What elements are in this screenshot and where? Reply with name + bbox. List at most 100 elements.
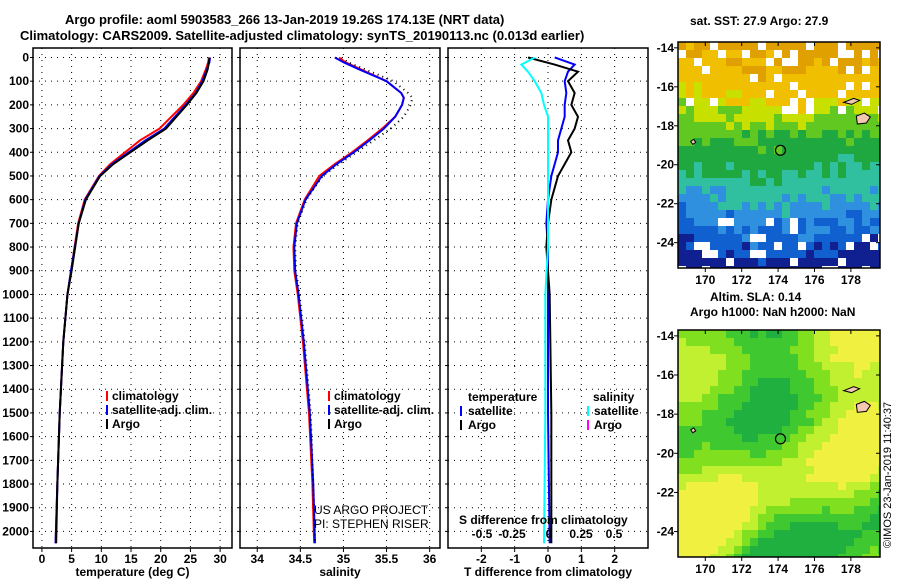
map-cell [838, 378, 846, 386]
map-cell [750, 250, 758, 258]
map-cell [750, 258, 758, 266]
map-cell [878, 514, 880, 522]
map-cell [782, 362, 790, 370]
map-cell [862, 202, 870, 210]
map-cell [678, 138, 686, 146]
map-cell [718, 170, 726, 178]
map-cell [734, 202, 742, 210]
map-cell [702, 226, 710, 234]
map-cell [862, 266, 870, 268]
map-cell [814, 186, 822, 194]
map-cell [862, 418, 870, 426]
map-cell [822, 490, 830, 498]
map-cell [686, 210, 694, 218]
map-cell [742, 538, 750, 546]
map-cell [822, 514, 830, 522]
map-cell [702, 458, 710, 466]
map-cell [878, 66, 880, 74]
map-cell [718, 450, 726, 458]
map-cell [702, 50, 710, 58]
map-cell [686, 82, 694, 90]
lat-tick-label: -22 [657, 197, 675, 211]
map-cell [774, 66, 782, 74]
map-cell [702, 202, 710, 210]
map-cell [822, 546, 830, 554]
legend-swatch [328, 405, 330, 415]
map-cell [822, 50, 830, 58]
map-cell [710, 74, 718, 82]
map-cell [734, 154, 742, 162]
map-cell [702, 146, 710, 154]
map-cell [798, 490, 806, 498]
map-cell [782, 258, 790, 266]
map-cell [702, 266, 710, 268]
map-cell [862, 426, 870, 434]
map-cell [846, 74, 854, 82]
map-cell [694, 50, 702, 58]
map-cell [678, 370, 686, 378]
map-cell [870, 490, 878, 498]
plot-frame [239, 47, 441, 549]
map-cell [862, 162, 870, 170]
map-cell [830, 122, 838, 130]
map-cell [822, 210, 830, 218]
map-cell [798, 170, 806, 178]
map-cell [734, 522, 742, 530]
map-cell [678, 178, 686, 186]
map-cell [766, 170, 774, 178]
map-cell [774, 554, 782, 557]
map-cell [686, 178, 694, 186]
map-cell [862, 242, 870, 250]
legend-label: climatology [112, 389, 179, 403]
map-cell [806, 482, 814, 490]
map-cell [702, 74, 710, 82]
map-cell [678, 426, 686, 434]
map-cell [870, 386, 878, 394]
map-cell [734, 378, 742, 386]
map-cell [878, 202, 880, 210]
map-cell [710, 474, 718, 482]
map-cell [854, 154, 862, 162]
map-cell [758, 106, 766, 114]
map-cell [718, 338, 726, 346]
map-cell [870, 226, 878, 234]
map-cell [814, 266, 822, 268]
map-cell [790, 234, 798, 242]
map-cell [702, 106, 710, 114]
map-cell [806, 154, 814, 162]
map-cell [710, 122, 718, 130]
map-cell [758, 194, 766, 202]
map-cell [758, 530, 766, 538]
map-cell [774, 410, 782, 418]
map-cell [742, 202, 750, 210]
map-cell [750, 178, 758, 186]
map-cell [806, 506, 814, 514]
map-cell [878, 490, 880, 498]
lat-tick-label: -24 [657, 525, 675, 539]
map-cell [846, 226, 854, 234]
map-cell [694, 226, 702, 234]
map-cell [878, 42, 880, 50]
map-cell [814, 202, 822, 210]
map-cell [750, 338, 758, 346]
map-cell [862, 130, 870, 138]
map-cell [710, 266, 718, 268]
map-cell [846, 90, 854, 98]
map-cell [702, 554, 710, 557]
map-cell [798, 234, 806, 242]
map-cell [678, 146, 686, 154]
map-cell [686, 458, 694, 466]
map-cell [678, 402, 686, 410]
map-cell [870, 138, 878, 146]
map-cell [694, 466, 702, 474]
map-cell [734, 330, 742, 338]
map-cell [814, 74, 822, 82]
map-cell [830, 66, 838, 74]
map-cell [742, 242, 750, 250]
map-cell [862, 234, 870, 242]
map-cell [862, 98, 870, 106]
map-cell [878, 194, 880, 202]
map-cell [814, 498, 822, 506]
map-cell [822, 434, 830, 442]
map-cell [702, 426, 710, 434]
